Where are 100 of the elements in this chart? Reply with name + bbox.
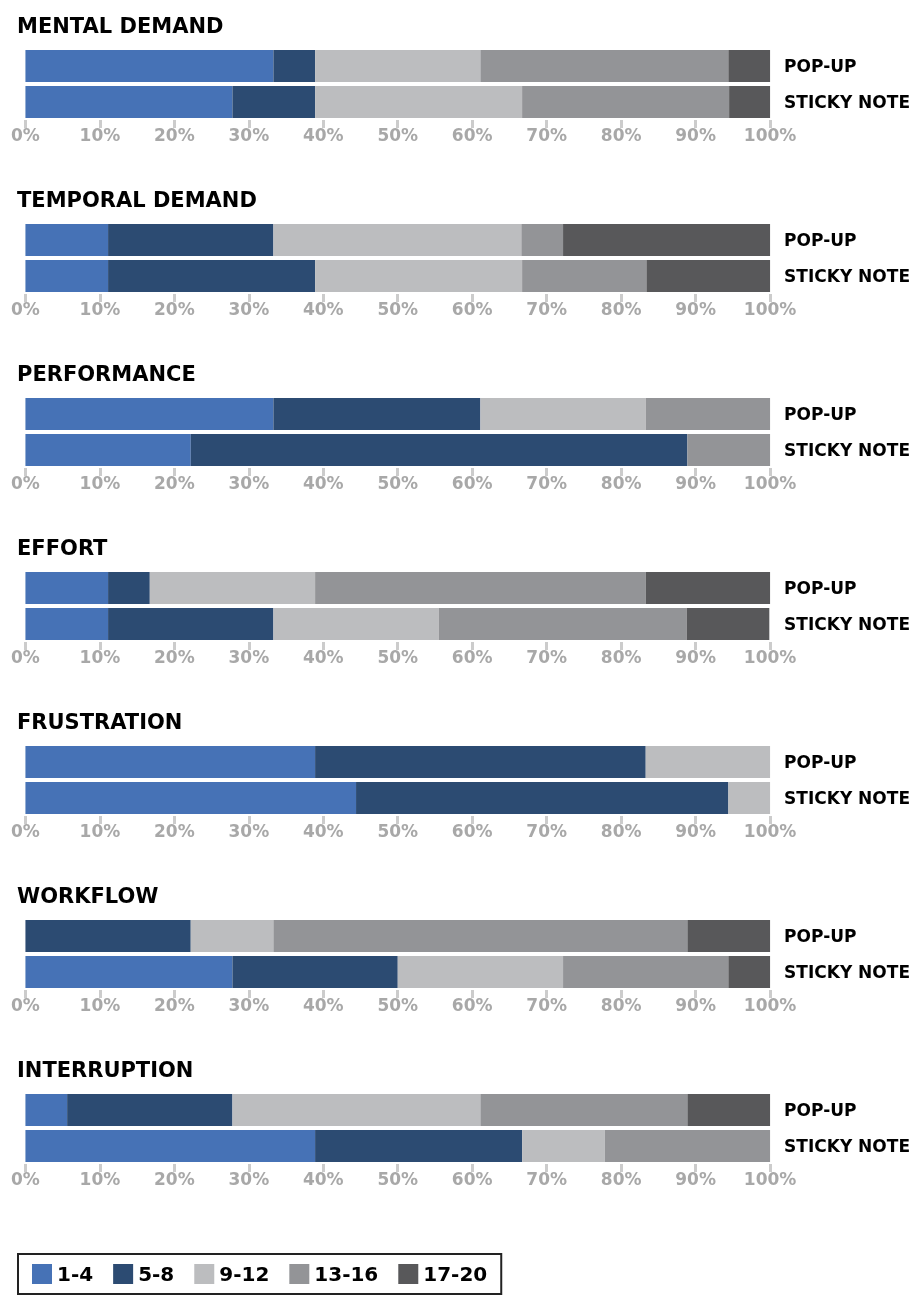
x-tick-label: 20%	[154, 124, 195, 145]
x-tick-label: 10%	[79, 298, 121, 319]
bar	[25, 920, 191, 952]
x-tick-label: 20%	[154, 820, 195, 841]
x-tick-label: 50%	[377, 1168, 419, 1189]
x-tick-label: 90%	[675, 1168, 716, 1189]
chart-title: PERFORMANCE	[17, 361, 196, 386]
x-tick-label: 10%	[79, 820, 121, 841]
x-tick-label: 70%	[526, 472, 568, 493]
x-tick-label: 10%	[79, 124, 121, 145]
bar	[646, 260, 771, 292]
x-tick-label: 30%	[228, 472, 270, 493]
bar	[728, 956, 771, 988]
bar	[25, 434, 191, 466]
x-tick-label: 30%	[228, 820, 270, 841]
legend-label: 17-20	[423, 1262, 488, 1286]
x-tick-label: 70%	[526, 298, 568, 319]
chart-title: MENTAL DEMAND	[17, 13, 224, 38]
x-tick-label: 60%	[451, 646, 493, 667]
y-tick-label: STICKY NOTE	[784, 614, 911, 634]
y-tick-label: STICKY NOTE	[784, 788, 911, 808]
bar	[480, 50, 729, 82]
x-tick-label: 100%	[743, 1168, 797, 1189]
bar	[563, 956, 729, 988]
bar	[315, 572, 646, 604]
bar	[108, 572, 150, 604]
x-tick-label: 20%	[154, 646, 195, 667]
x-tick-label: 40%	[302, 646, 344, 667]
bar	[273, 50, 316, 82]
bar	[232, 956, 398, 988]
bar	[315, 50, 481, 82]
x-tick-label: 40%	[302, 124, 344, 145]
x-tick-label: 80%	[600, 298, 642, 319]
bar	[687, 434, 771, 466]
bar	[645, 572, 771, 604]
legend-label: 1-4	[57, 1262, 94, 1286]
bar	[315, 260, 523, 292]
bar	[397, 956, 564, 988]
x-tick-label: 100%	[743, 124, 797, 145]
x-tick-label: 70%	[526, 124, 568, 145]
x-tick-label: 40%	[302, 472, 344, 493]
x-tick-label: 60%	[451, 298, 493, 319]
x-tick-label: 90%	[675, 124, 716, 145]
bar	[25, 50, 274, 82]
x-tick-label: 0%	[10, 1168, 40, 1189]
y-tick-label: STICKY NOTE	[784, 266, 911, 286]
bar	[25, 572, 109, 604]
x-tick-label: 40%	[302, 1168, 344, 1189]
bar	[190, 920, 274, 952]
y-tick-label: STICKY NOTE	[784, 962, 911, 982]
chart-title: WORKFLOW	[17, 883, 159, 908]
x-tick-label: 60%	[451, 472, 493, 493]
y-tick-label: STICKY NOTE	[784, 440, 911, 460]
bar	[190, 434, 688, 466]
x-tick-label: 50%	[377, 472, 419, 493]
bar	[25, 746, 316, 778]
x-tick-label: 0%	[10, 124, 40, 145]
x-tick-label: 40%	[302, 820, 344, 841]
bar	[315, 1130, 523, 1162]
x-tick-label: 50%	[377, 994, 419, 1015]
chart-title: FRUSTRATION	[17, 709, 183, 734]
bar	[273, 398, 481, 430]
x-tick-label: 20%	[154, 298, 195, 319]
bar	[25, 1130, 316, 1162]
y-tick-label: POP-UP	[784, 926, 857, 946]
x-tick-label: 80%	[600, 1168, 642, 1189]
x-tick-label: 40%	[302, 994, 344, 1015]
x-tick-label: 80%	[600, 646, 642, 667]
x-tick-label: 100%	[743, 820, 797, 841]
bar	[232, 86, 316, 118]
x-tick-label: 60%	[451, 124, 493, 145]
bar	[25, 956, 233, 988]
bar	[108, 608, 274, 640]
bar	[604, 1130, 771, 1162]
x-tick-label: 30%	[228, 298, 270, 319]
x-tick-label: 60%	[451, 820, 493, 841]
y-tick-label: POP-UP	[784, 404, 857, 424]
bar	[273, 224, 522, 256]
x-tick-label: 80%	[600, 820, 642, 841]
legend-label: 9-12	[219, 1262, 270, 1286]
x-tick-label: 70%	[526, 820, 568, 841]
x-tick-label: 100%	[743, 994, 797, 1015]
bar	[480, 1094, 688, 1126]
bar	[645, 398, 771, 430]
x-tick-label: 50%	[377, 124, 419, 145]
x-tick-label: 90%	[675, 820, 716, 841]
x-tick-label: 10%	[79, 472, 121, 493]
bar	[25, 608, 109, 640]
bar	[67, 1094, 233, 1126]
bar	[25, 86, 233, 118]
x-tick-label: 30%	[228, 1168, 270, 1189]
y-tick-label: POP-UP	[784, 230, 857, 250]
x-tick-label: 90%	[675, 472, 716, 493]
bar	[25, 224, 109, 256]
x-tick-label: 60%	[451, 1168, 493, 1189]
y-tick-label: STICKY NOTE	[784, 92, 911, 112]
chart-title: TEMPORAL DEMAND	[17, 187, 257, 212]
x-tick-label: 0%	[10, 646, 40, 667]
bar	[315, 86, 523, 118]
x-tick-label: 20%	[154, 994, 195, 1015]
